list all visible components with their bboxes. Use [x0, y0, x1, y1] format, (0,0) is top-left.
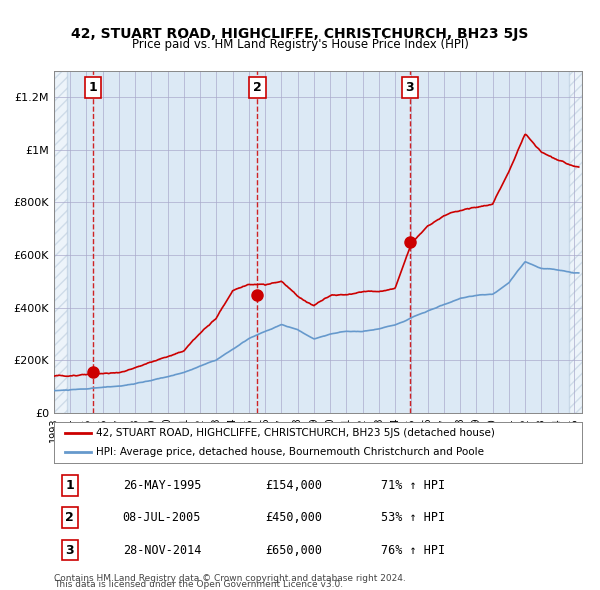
- Text: 08-JUL-2005: 08-JUL-2005: [122, 511, 201, 525]
- Text: 2: 2: [65, 511, 74, 525]
- Text: 2: 2: [253, 81, 262, 94]
- Text: Price paid vs. HM Land Registry's House Price Index (HPI): Price paid vs. HM Land Registry's House …: [131, 38, 469, 51]
- Text: 26-MAY-1995: 26-MAY-1995: [122, 478, 201, 492]
- Text: £154,000: £154,000: [265, 478, 322, 492]
- Text: 1: 1: [89, 81, 97, 94]
- Text: 28-NOV-2014: 28-NOV-2014: [122, 543, 201, 557]
- Text: £650,000: £650,000: [265, 543, 322, 557]
- Text: 71% ↑ HPI: 71% ↑ HPI: [382, 478, 445, 492]
- Text: 42, STUART ROAD, HIGHCLIFFE, CHRISTCHURCH, BH23 5JS (detached house): 42, STUART ROAD, HIGHCLIFFE, CHRISTCHURC…: [96, 428, 495, 438]
- Text: 53% ↑ HPI: 53% ↑ HPI: [382, 511, 445, 525]
- Text: 42, STUART ROAD, HIGHCLIFFE, CHRISTCHURCH, BH23 5JS: 42, STUART ROAD, HIGHCLIFFE, CHRISTCHURC…: [71, 27, 529, 41]
- Text: 76% ↑ HPI: 76% ↑ HPI: [382, 543, 445, 557]
- Bar: [569, 71, 582, 413]
- Text: HPI: Average price, detached house, Bournemouth Christchurch and Poole: HPI: Average price, detached house, Bour…: [96, 447, 484, 457]
- Text: Contains HM Land Registry data © Crown copyright and database right 2024.: Contains HM Land Registry data © Crown c…: [54, 574, 406, 583]
- Text: 3: 3: [406, 81, 414, 94]
- Text: 1: 1: [65, 478, 74, 492]
- Bar: [54, 71, 67, 413]
- Text: 3: 3: [65, 543, 74, 557]
- Text: £450,000: £450,000: [265, 511, 322, 525]
- Text: This data is licensed under the Open Government Licence v3.0.: This data is licensed under the Open Gov…: [54, 581, 343, 589]
